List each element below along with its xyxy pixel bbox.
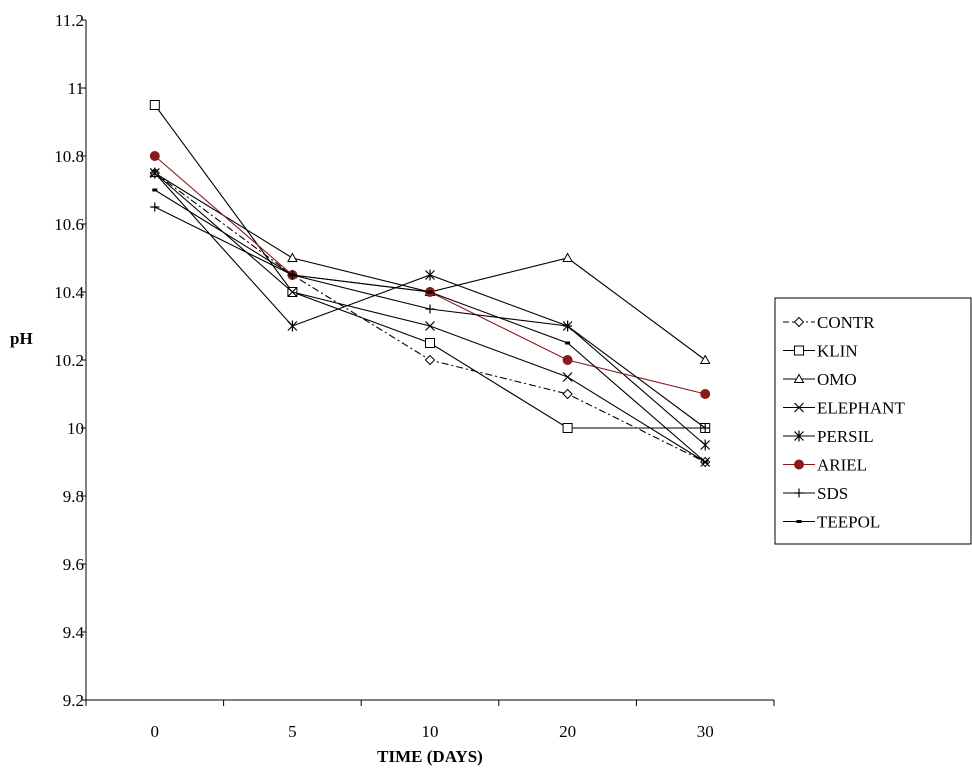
legend-label: OMO: [817, 370, 857, 389]
legend-marker: [794, 459, 804, 470]
x-tick-label: 20: [559, 722, 576, 741]
data-point: [149, 100, 160, 110]
legend-marker: [794, 488, 804, 498]
data-point: [562, 355, 573, 365]
y-tick-label: 10.8: [54, 147, 84, 166]
x-tick-label: 10: [422, 722, 439, 741]
series-sds: [150, 202, 710, 433]
series-line: [154, 104, 706, 429]
y-tick-label: 9.8: [63, 487, 84, 506]
legend-marker: [796, 520, 802, 523]
y-tick-label: 11: [68, 79, 84, 98]
legend-item: ARIEL: [783, 456, 867, 475]
data-point: [565, 341, 571, 345]
y-tick-label: 9.2: [63, 691, 84, 710]
legend-item: TEEPOL: [783, 513, 880, 532]
x-axis-label: TIME (DAYS): [377, 747, 483, 766]
data-point: [562, 388, 573, 400]
legend-label: CONTR: [817, 313, 875, 332]
y-axis-label: pH: [10, 329, 33, 348]
legend-label: ARIEL: [817, 456, 867, 475]
data-point: [425, 269, 435, 281]
series-teepol: [152, 188, 708, 464]
data-point: [289, 273, 295, 277]
legend-item: ELEPHANT: [783, 399, 905, 418]
data-point: [152, 188, 158, 192]
data-point: [425, 304, 435, 314]
data-point: [149, 167, 160, 179]
legend-label: ELEPHANT: [817, 399, 905, 418]
series-layer: [149, 100, 711, 468]
series-klin: [149, 100, 711, 433]
y-tick-label: 10.6: [54, 215, 84, 234]
legend-item: CONTR: [783, 313, 875, 332]
y-tick-label: 9.4: [63, 623, 85, 642]
legend-marker: [794, 345, 804, 356]
data-point: [700, 423, 710, 433]
legend-label: TEEPOL: [817, 513, 880, 532]
data-point: [287, 320, 298, 332]
series-omo: [149, 167, 711, 364]
data-point: [424, 354, 436, 366]
x-tick-label: 30: [697, 722, 714, 741]
data-point: [427, 290, 433, 294]
data-point: [425, 338, 435, 348]
legend-marker: [793, 373, 805, 383]
legend-marker: [793, 316, 805, 328]
legend-label: SDS: [817, 484, 848, 503]
axes: 9.2 9.4 9.6 9.8 10 10.2 10.4 10.6 10.8 11 11.2 0 5 10…: [54, 11, 775, 741]
data-point: [562, 372, 573, 382]
data-point: [699, 354, 711, 364]
legend-item: SDS: [783, 484, 848, 503]
data-point: [150, 202, 160, 212]
legend-marker: [794, 402, 804, 413]
series-line: [154, 206, 706, 429]
legend-item: KLIN: [783, 342, 858, 361]
legend-label: PERSIL: [817, 427, 874, 446]
y-tick-label: 10.2: [54, 351, 84, 370]
legend: CONTR KLIN OMO ELEPHANT PERSIL ARIEL SDS TEEPOL: [774, 297, 972, 545]
legend-item: PERSIL: [783, 427, 874, 446]
data-point: [700, 389, 711, 399]
legend-marker: [794, 430, 804, 442]
y-tick-label: 11.2: [55, 11, 84, 30]
y-tick-label: 10: [67, 419, 84, 438]
legend-label: KLIN: [817, 342, 858, 361]
x-tick-label: 5: [288, 722, 297, 741]
data-point: [702, 460, 708, 464]
series-line: [154, 172, 706, 361]
data-point: [287, 287, 298, 297]
data-point: [563, 321, 573, 331]
data-point: [700, 439, 711, 451]
data-point: [562, 252, 573, 262]
legend-box: [774, 297, 972, 545]
x-tick-label: 0: [151, 722, 160, 741]
data-point: [287, 252, 298, 262]
data-point: [149, 151, 160, 161]
y-tick-label: 10.4: [54, 283, 84, 302]
y-tick-label: 9.6: [63, 555, 84, 574]
data-point: [562, 423, 573, 433]
data-point: [425, 321, 435, 331]
legend-item: OMO: [783, 370, 857, 389]
